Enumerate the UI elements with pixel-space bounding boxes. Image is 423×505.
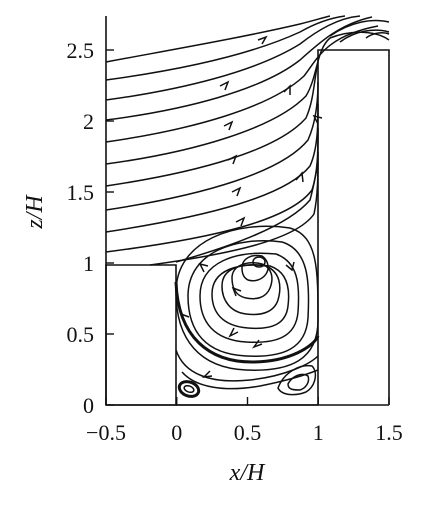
arrow-marker: [257, 35, 268, 45]
arrow-marker: [228, 327, 239, 338]
outer-streamline: [105, 103, 319, 233]
vortex-loop: [199, 252, 300, 344]
outer-streamline: [105, 15, 331, 63]
y-tick-label: 0: [83, 393, 94, 418]
bottom-right-vortex: [277, 364, 317, 396]
rooftop-loop: [339, 29, 390, 43]
outer-streamline: [105, 15, 361, 101]
y-tick-label: 0.5: [67, 322, 95, 347]
x-axis-label: x/H: [229, 460, 266, 486]
corner-vortices: [175, 349, 319, 398]
arrow-marker: [179, 312, 190, 323]
arrow-marker: [283, 84, 291, 95]
flow-arrows: [179, 35, 323, 379]
arrow-marker: [231, 186, 242, 197]
arrow-marker: [201, 370, 213, 379]
vortex-loop: [221, 264, 281, 316]
outer-streamline: [105, 81, 319, 211]
arrow-marker: [295, 171, 304, 183]
vortex-loop: [175, 225, 319, 371]
axes: −0.5 0 0.5 1 1.5 00.511.522.5 x/H z/H: [22, 16, 403, 486]
x-ticks: −0.5 0 0.5 1 1.5: [86, 397, 403, 445]
primary-vortex: [174, 225, 320, 371]
x-tick-label: 1.5: [375, 420, 403, 445]
outer-streamline: [175, 163, 319, 263]
outer-streamline: [105, 15, 346, 81]
y-tick-label: 2: [83, 109, 94, 134]
y-tick-label: 1: [83, 251, 94, 276]
arrow-marker: [227, 154, 238, 165]
vortex-loop: [231, 262, 273, 300]
outer-streamline: [105, 25, 379, 143]
arrow-marker: [198, 262, 209, 273]
arrow-marker: [219, 80, 230, 91]
vortex-loop: [187, 240, 310, 357]
outer-streamline: [149, 151, 319, 266]
rooftop-loop: [365, 32, 390, 39]
geometry: [105, 49, 390, 406]
upstream-block: [105, 264, 177, 406]
rooftop-loop: [329, 19, 390, 37]
arrow-marker: [285, 261, 295, 272]
x-tick-label: −0.5: [86, 420, 126, 445]
y-tick-label: 1.5: [67, 180, 95, 205]
rooftop-vortex: [329, 19, 390, 43]
vortex-loop: [241, 254, 269, 282]
arrow-marker: [312, 114, 323, 125]
bottom-left-vortex: [177, 380, 201, 398]
bottom-right-vortex-inner: [287, 373, 310, 391]
x-tick-label: 0: [171, 420, 182, 445]
arrow-marker: [251, 339, 263, 349]
outer-streamline: [105, 61, 319, 187]
arrow-marker: [231, 286, 242, 297]
lower-flow-line: [175, 349, 319, 382]
arrow-marker: [223, 120, 234, 131]
x-tick-label: 0.5: [234, 420, 262, 445]
y-ticks: 0 0.5 1 1.5 2 2.5: [67, 38, 114, 418]
arrow-marker: [235, 216, 246, 227]
vortex-core: [252, 256, 266, 268]
x-tick-label: 1: [313, 420, 324, 445]
y-tick-label: 2.5: [67, 38, 95, 63]
bottom-left-vortex-inner: [183, 384, 195, 394]
outer-streamline: [105, 31, 390, 165]
downstream-block: [317, 49, 390, 405]
y-axis-label: z/H: [22, 194, 48, 230]
